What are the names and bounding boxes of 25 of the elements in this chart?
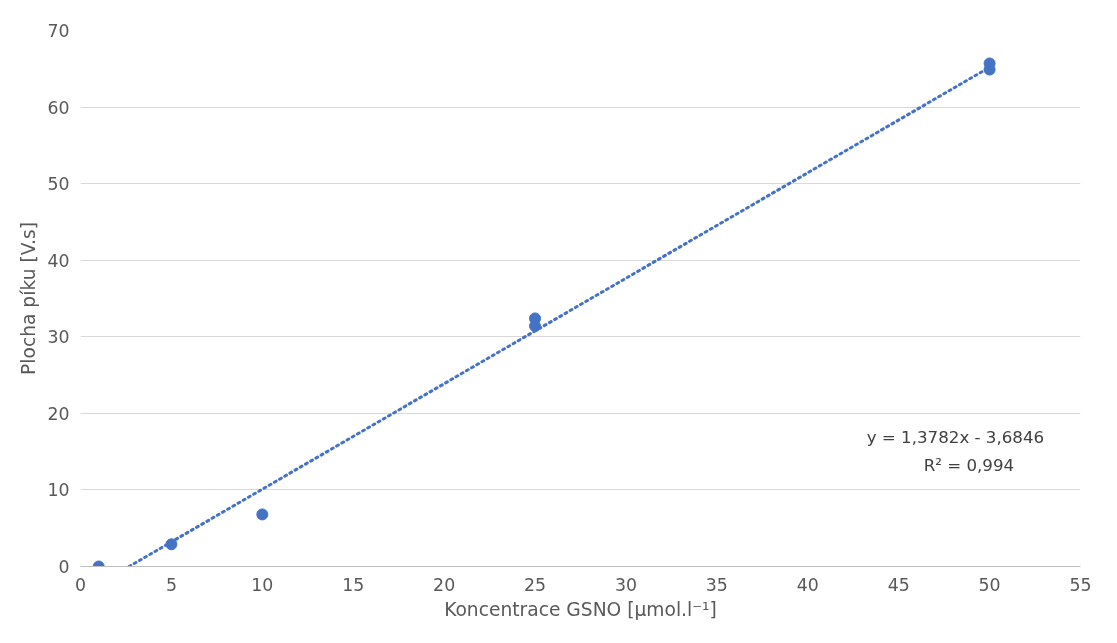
x-tick-label: 30 <box>614 574 637 595</box>
x-tick-label: 5 <box>165 574 177 595</box>
y-tick-label: 70 <box>47 21 70 41</box>
x-tick-label: 50 <box>978 574 1001 595</box>
y-tick-label: 0 <box>58 557 70 577</box>
y-tick-label: 50 <box>47 174 70 195</box>
x-tick-label: 10 <box>251 574 274 595</box>
y-axis-title: Plocha píku [V.s] <box>18 222 40 375</box>
y-tick-label: 30 <box>47 327 70 348</box>
annotation: R² = 0,994 <box>923 455 1015 475</box>
x-tick-label: 40 <box>796 574 819 595</box>
x-tick-label: 35 <box>705 574 728 595</box>
x-tick-label: 25 <box>524 574 547 595</box>
y-tick-label: 60 <box>47 97 70 118</box>
x-tick-label: 20 <box>433 574 456 595</box>
x-tick-label: 15 <box>342 574 365 595</box>
point <box>256 508 269 521</box>
x-tick-label: 0 <box>74 574 87 595</box>
y-tick-label: 10 <box>47 480 70 501</box>
annotation: y = 1,3782x - 3,6846 <box>866 428 1045 448</box>
y-tick-label: 40 <box>47 250 70 271</box>
y-tick-label: 20 <box>47 403 70 424</box>
x-tick-label: 45 <box>887 574 910 595</box>
x-axis-title: Koncentrace GSNO [µmol.l⁻¹] <box>444 598 717 620</box>
x-tick-label: 55 <box>1069 574 1092 595</box>
